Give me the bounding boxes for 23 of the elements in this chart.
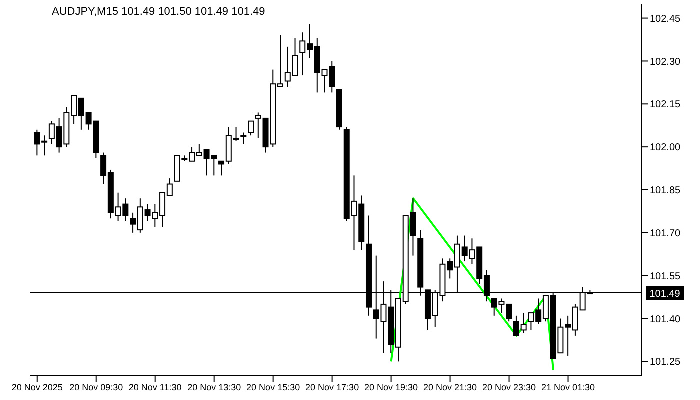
- candlestick: [240, 132, 247, 145]
- y-tick-label: 102.30: [650, 56, 682, 68]
- x-tick-label: 20 Nov 11:30: [128, 382, 182, 392]
- x-tick-label: 20 Nov 23:30: [482, 382, 536, 392]
- x-tick-label: 20 Nov 2025: [12, 382, 63, 392]
- x-tick-label: 20 Nov 19:30: [364, 382, 418, 392]
- y-tick-label: 101.55: [650, 271, 682, 282]
- y-tick-label: 101.25: [650, 357, 682, 368]
- x-tick-label: 20 Nov 17:30: [306, 382, 360, 392]
- chart-title: AUDJPY,M15 101.49 101.50 101.49 101.49: [52, 6, 266, 18]
- y-tick-label: 101.70: [650, 228, 682, 240]
- candlestick: [248, 120, 254, 136]
- ref-line-label: 101.49: [650, 289, 681, 300]
- x-tick-label: 20 Nov 09:30: [70, 382, 124, 392]
- y-tick-label: 101.40: [650, 314, 682, 326]
- x-tick-label: 21 Nov 01:30: [541, 382, 596, 392]
- y-tick-label: 102.15: [650, 100, 682, 111]
- x-tick-label: 20 Nov 13:30: [188, 382, 242, 392]
- x-tick-label: 20 Nov 21:30: [424, 382, 478, 392]
- x-tick-label: 20 Nov 15:30: [246, 382, 300, 392]
- y-tick-label: 101.85: [650, 186, 682, 197]
- y-tick-label: 102.00: [650, 142, 682, 154]
- y-tick-label: 102.45: [650, 14, 682, 25]
